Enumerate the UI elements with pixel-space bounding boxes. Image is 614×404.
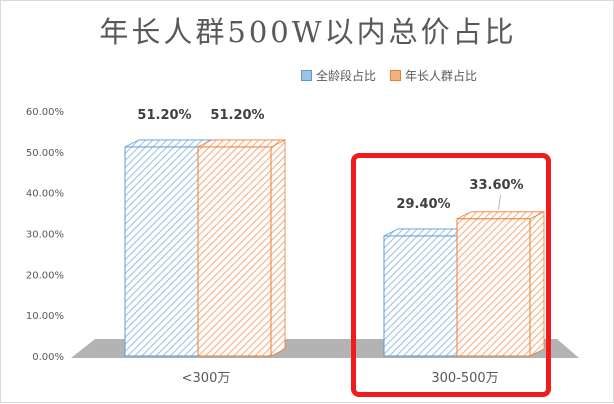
legend-swatch-series-2 (390, 70, 402, 81)
bar-top (124, 139, 213, 148)
bar (124, 146, 199, 357)
bar (456, 218, 531, 357)
y-tick-label: 30.00% (26, 230, 64, 241)
chart-title: 年长人群500W以内总价占比 (99, 15, 517, 49)
data-label: 51.20% (137, 108, 191, 123)
bar-side (270, 139, 286, 357)
x-tick-label: 300-500万 (431, 371, 498, 386)
y-tick-label: 20.00% (26, 270, 64, 281)
x-tick-label: <300万 (182, 371, 231, 386)
legend-item-series-2: 年长人群占比 (390, 67, 477, 84)
y-tick-label: 50.00% (26, 148, 64, 159)
legend-item-series-1: 全龄段占比 (301, 67, 376, 84)
bar (197, 146, 272, 357)
y-tick-label: 40.00% (26, 189, 64, 200)
y-tick-label: 60.00% (26, 107, 64, 118)
bar-top (197, 139, 286, 148)
data-label: 51.20% (210, 108, 264, 123)
legend-swatch-series-1 (301, 70, 312, 81)
legend-label-series-1: 全龄段占比 (316, 69, 377, 83)
data-label: 29.40% (396, 197, 450, 212)
legend-label-series-2: 年长人群占比 (405, 69, 478, 83)
legend: 全龄段占比 年长人群占比 (301, 67, 477, 84)
highlight-box (351, 153, 551, 397)
data-label: 33.60% (469, 178, 523, 193)
y-tick-label: 10.00% (26, 311, 64, 322)
leader-line (498, 194, 501, 210)
y-tick-label: 0.00% (32, 352, 64, 363)
